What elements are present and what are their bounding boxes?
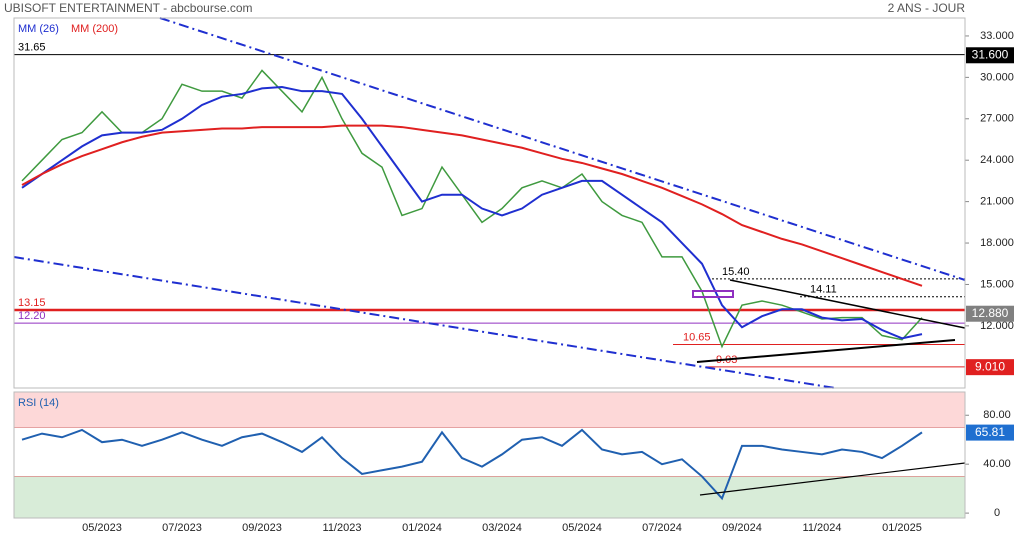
legend-label: MM (26)	[18, 23, 59, 35]
y-tick-label: 27.000	[980, 113, 1014, 125]
price-tag-label: 12.880	[972, 306, 1009, 320]
trend-line	[699, 462, 966, 496]
level-label: 12.20	[18, 310, 46, 322]
y-tick-label: 0	[994, 507, 1000, 519]
series-line	[21, 86, 923, 340]
trend-line	[13, 256, 836, 389]
level-label: 31.65	[18, 41, 46, 53]
zone-box	[692, 290, 734, 298]
legend-label: MM (200)	[71, 23, 118, 35]
trend-line	[696, 339, 956, 363]
y-tick-label: 24.000	[980, 154, 1014, 166]
y-tick-label: 18.000	[980, 237, 1014, 249]
price-tag	[966, 47, 1014, 64]
x-tick-label: 07/2023	[162, 522, 202, 534]
x-tick-label: 11/2023	[323, 522, 362, 534]
x-tick-label: 01/2025	[882, 522, 922, 534]
chart-subtitle: 2 ANS - JOUR	[888, 1, 966, 15]
price-tag-label: 65.81	[975, 425, 1005, 439]
x-tick-label: 11/2024	[803, 522, 842, 534]
x-tick-label: 01/2024	[402, 522, 442, 534]
series-line	[21, 69, 923, 349]
trend-line	[729, 279, 966, 329]
rsi-frame	[13, 391, 966, 519]
price-tag-label: 31.600	[972, 47, 1009, 61]
rsi-band	[14, 392, 965, 428]
y-tick-label: 80.00	[983, 409, 1011, 421]
x-tick-label: 07/2024	[642, 522, 682, 534]
series-line	[21, 428, 923, 501]
y-tick-label: 15.000	[980, 278, 1014, 290]
chart-title: UBISOFT ENTERTAINMENT - abcbourse.com	[4, 1, 253, 15]
rsi-band	[14, 476, 965, 518]
y-tick-label: 40.00	[983, 458, 1011, 470]
legend-label: RSI (14)	[18, 397, 59, 409]
price-frame	[13, 17, 966, 389]
price-tag	[966, 424, 1014, 441]
trend-line	[159, 17, 966, 281]
y-tick-label: 12.000	[980, 320, 1014, 332]
level-label: 13.15	[18, 297, 46, 309]
x-tick-label: 09/2024	[722, 522, 762, 534]
x-tick-label: 09/2023	[242, 522, 282, 534]
x-tick-label: 03/2024	[482, 522, 522, 534]
level-label: 10.65	[683, 331, 711, 343]
level-label: 15.40	[722, 266, 750, 278]
x-tick-label: 05/2024	[562, 522, 602, 534]
price-tag	[966, 305, 1014, 322]
price-tag	[966, 359, 1014, 376]
y-tick-label: 21.000	[980, 196, 1014, 208]
x-tick-label: 05/2023	[82, 522, 122, 534]
level-label: 14.11	[810, 284, 837, 296]
price-tag-label: 9.010	[975, 359, 1005, 373]
y-tick-label: 33.000	[980, 30, 1014, 42]
y-tick-label: 30.000	[980, 71, 1014, 83]
series-line	[21, 124, 923, 287]
